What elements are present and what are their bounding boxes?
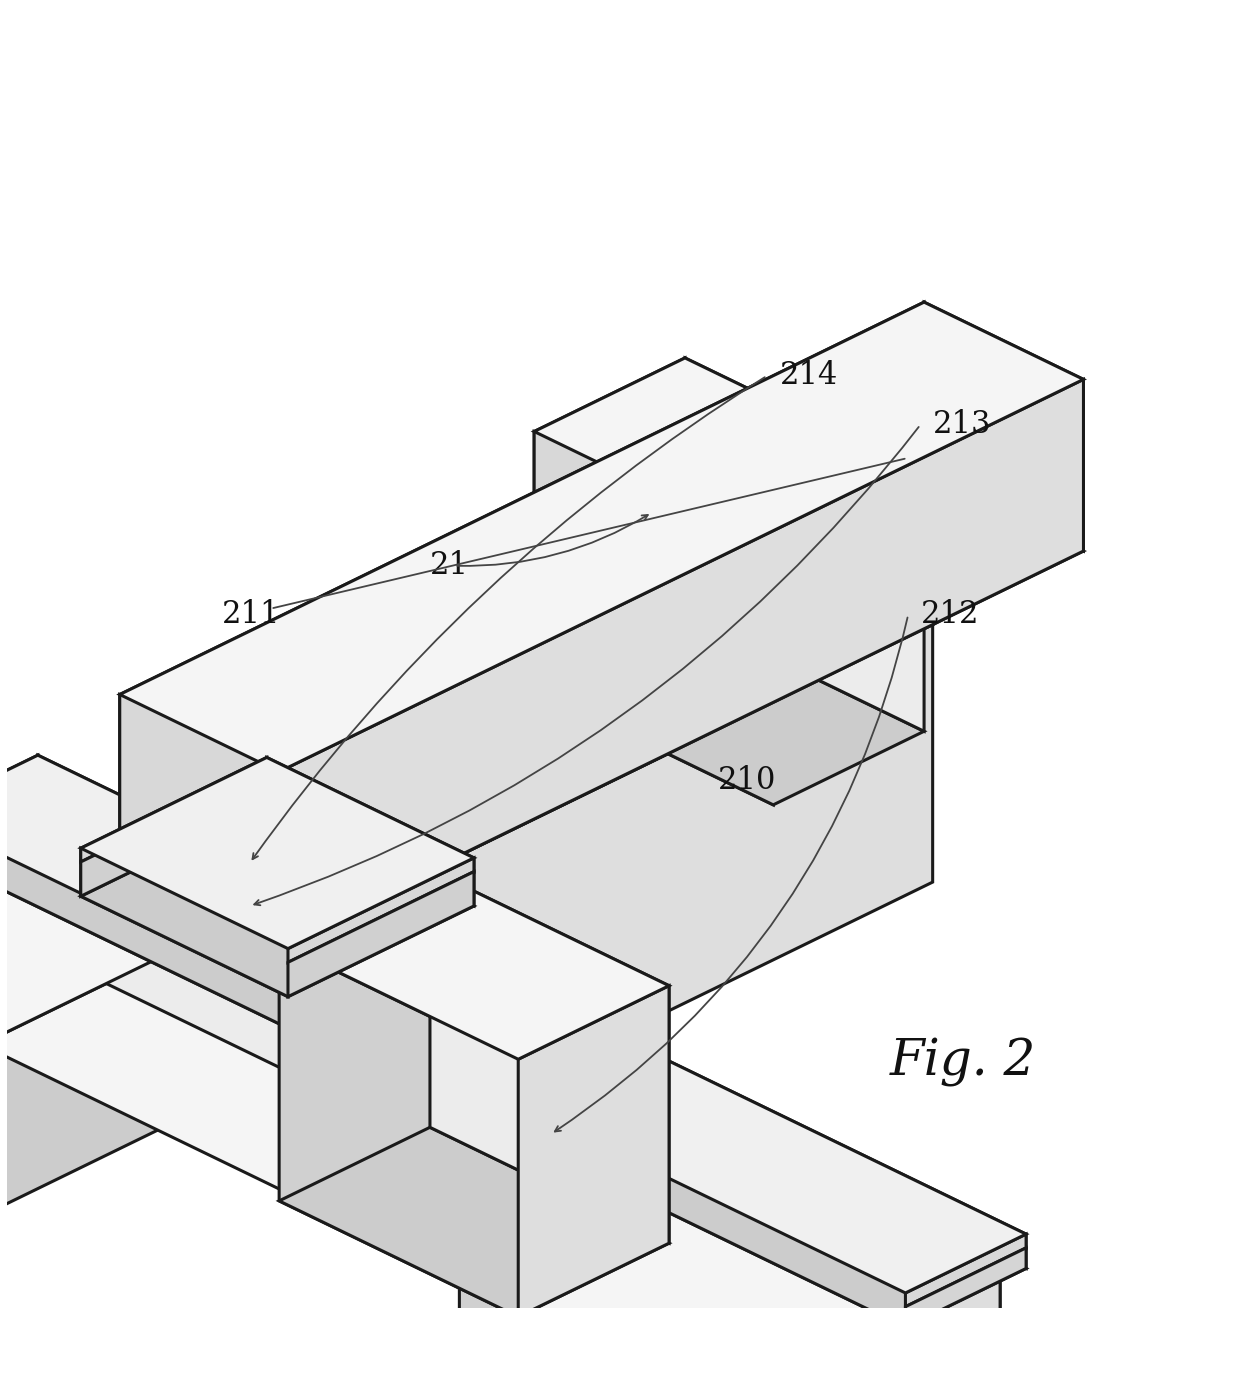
Polygon shape <box>459 1350 899 1389</box>
Text: 214: 214 <box>780 360 838 392</box>
Polygon shape <box>120 303 1084 772</box>
Polygon shape <box>38 756 1025 1247</box>
Polygon shape <box>0 782 43 1003</box>
Polygon shape <box>279 870 670 1060</box>
Polygon shape <box>120 303 924 867</box>
Polygon shape <box>430 625 932 1128</box>
Text: 212: 212 <box>920 599 978 631</box>
Text: 211: 211 <box>222 599 280 631</box>
Polygon shape <box>267 771 474 906</box>
Polygon shape <box>698 1295 899 1389</box>
Polygon shape <box>288 858 474 963</box>
Polygon shape <box>0 814 905 1307</box>
Polygon shape <box>279 379 1084 943</box>
Polygon shape <box>534 432 774 804</box>
Polygon shape <box>120 474 1084 943</box>
Polygon shape <box>534 615 924 804</box>
Polygon shape <box>534 358 924 547</box>
Polygon shape <box>459 1178 899 1389</box>
Polygon shape <box>0 946 661 1276</box>
Polygon shape <box>279 943 518 1317</box>
Polygon shape <box>0 831 182 1045</box>
Polygon shape <box>534 358 684 689</box>
Polygon shape <box>0 1003 182 1217</box>
Polygon shape <box>905 1233 1025 1307</box>
Polygon shape <box>43 782 1001 1389</box>
Polygon shape <box>0 756 38 828</box>
Polygon shape <box>270 547 774 1050</box>
Text: Fig. 2: Fig. 2 <box>890 1038 1037 1088</box>
Polygon shape <box>924 303 1084 551</box>
Polygon shape <box>0 789 1025 1328</box>
Polygon shape <box>279 1128 670 1317</box>
Polygon shape <box>905 1247 1025 1328</box>
Polygon shape <box>459 1276 698 1389</box>
Polygon shape <box>899 1245 1001 1389</box>
Polygon shape <box>288 872 474 997</box>
Polygon shape <box>270 547 932 870</box>
Text: 213: 213 <box>932 410 991 440</box>
Polygon shape <box>81 771 267 896</box>
Polygon shape <box>0 953 1001 1389</box>
Polygon shape <box>0 756 1025 1293</box>
Polygon shape <box>0 770 38 849</box>
Polygon shape <box>0 831 899 1389</box>
Polygon shape <box>684 358 924 731</box>
Polygon shape <box>267 757 474 872</box>
Text: 21: 21 <box>430 550 469 581</box>
Polygon shape <box>81 849 288 963</box>
Polygon shape <box>518 986 670 1317</box>
Polygon shape <box>81 806 474 997</box>
Polygon shape <box>81 757 267 863</box>
Polygon shape <box>430 870 670 1243</box>
Text: 210: 210 <box>718 765 776 796</box>
Polygon shape <box>0 828 905 1328</box>
Polygon shape <box>0 782 1001 1295</box>
Polygon shape <box>38 770 1025 1268</box>
Polygon shape <box>81 757 474 949</box>
Polygon shape <box>81 863 288 997</box>
Polygon shape <box>120 694 279 943</box>
